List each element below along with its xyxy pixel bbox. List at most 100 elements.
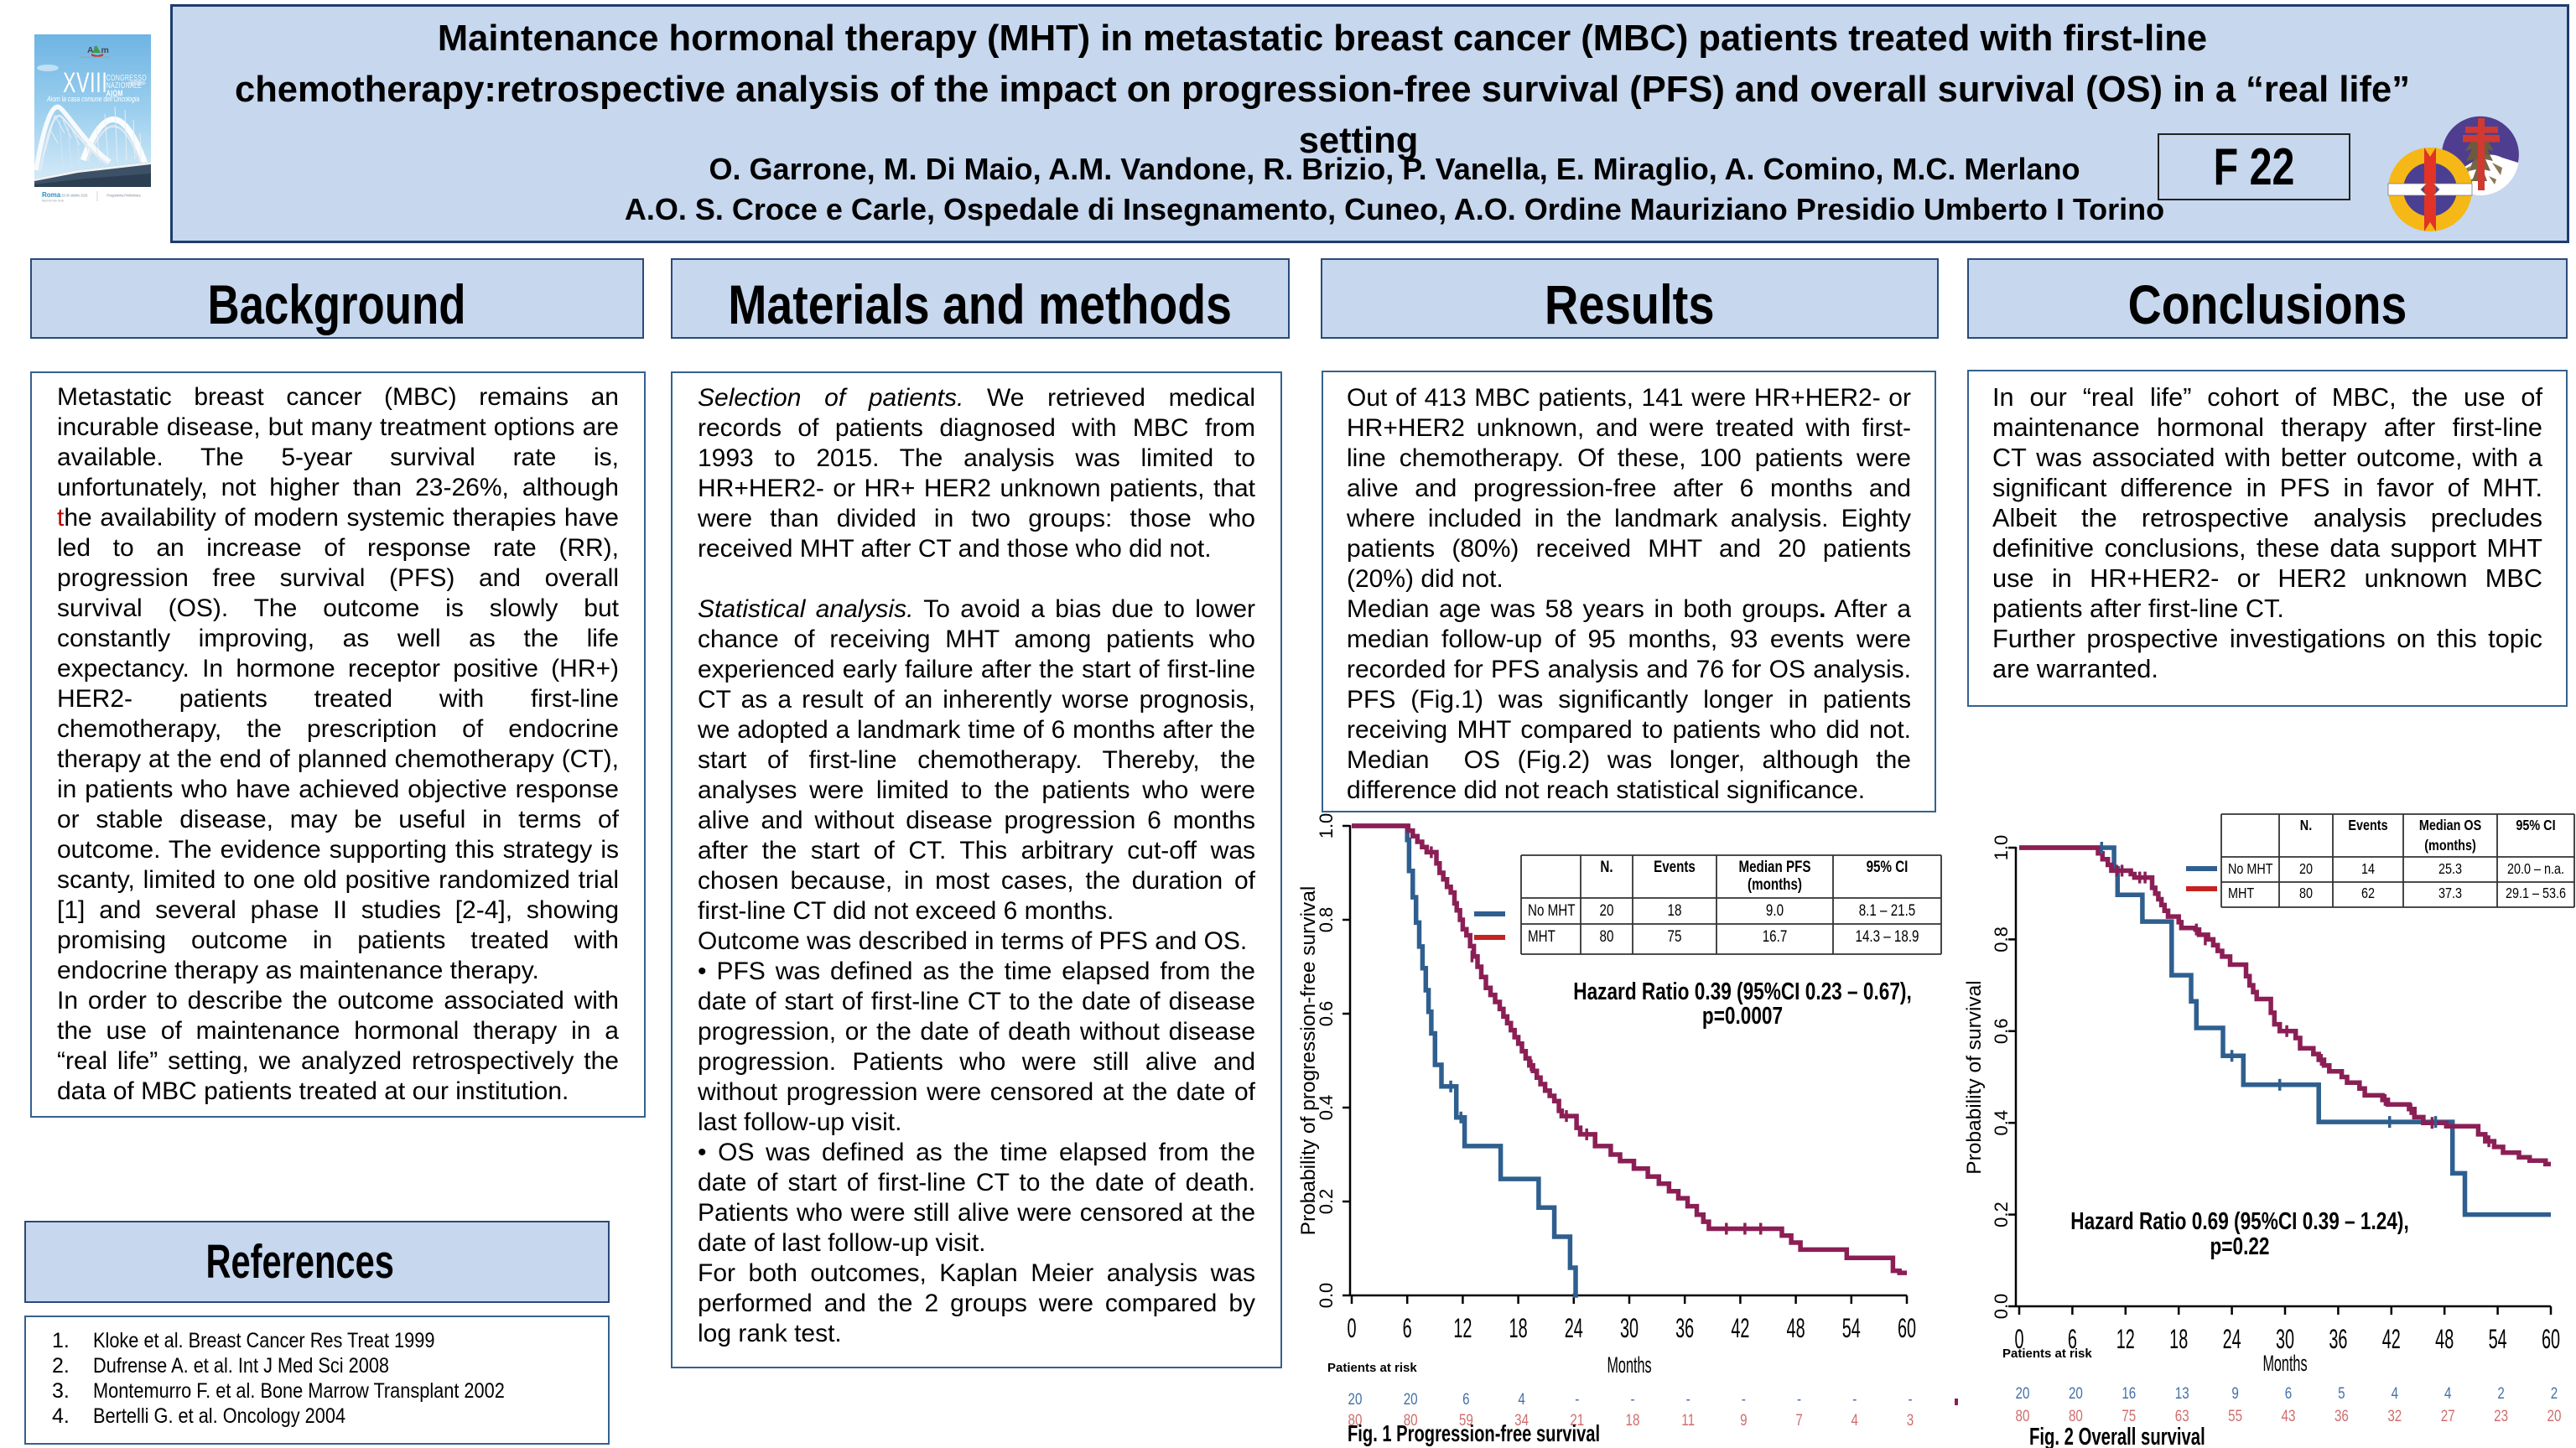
svg-text:-: -	[1630, 1389, 1634, 1408]
svg-text:Probability of survival: Probability of survival	[1963, 980, 1986, 1174]
svg-text:4: 4	[2444, 1383, 2452, 1402]
svg-text:16.7: 16.7	[1763, 926, 1788, 945]
svg-text:54: 54	[2489, 1324, 2507, 1354]
svg-text:(months): (months)	[2424, 838, 2476, 854]
svg-text:-: -	[1742, 1389, 1746, 1408]
svg-text:-: -	[1797, 1389, 1801, 1408]
svg-text:12: 12	[1453, 1313, 1472, 1343]
svg-text:MHT: MHT	[2228, 885, 2254, 902]
svg-text:XVIII: XVIII	[63, 68, 108, 99]
svg-text:Probability of progression-fre: Probability of progression-free survival	[1297, 886, 1320, 1236]
svg-text:95% CI: 95% CI	[2516, 817, 2555, 834]
svg-text:0.6: 0.6	[1991, 1019, 2012, 1045]
svg-text:20: 20	[1404, 1389, 1418, 1408]
svg-text:p=0.0007: p=0.0007	[1702, 1001, 1783, 1029]
svg-text:Programma Preliminare: Programma Preliminare	[106, 193, 141, 198]
svg-text:3: 3	[1907, 1410, 1914, 1429]
svg-text:6: 6	[2285, 1383, 2292, 1402]
svg-text:N.: N.	[2300, 817, 2312, 834]
svg-text:Events: Events	[2348, 817, 2387, 834]
svg-text:14.3 – 18.9: 14.3 – 18.9	[1856, 926, 1919, 945]
svg-text:, 28-30 ottobre 2016: , 28-30 ottobre 2016	[60, 193, 88, 198]
svg-text:Hazard Ratio 0.69 (95%CI 0.39: Hazard Ratio 0.69 (95%CI 0.39 – 1.24),	[2070, 1207, 2408, 1234]
svg-text:Roma: Roma	[42, 191, 61, 199]
svg-text:18: 18	[1668, 900, 1682, 919]
svg-text:21: 21	[1570, 1410, 1584, 1429]
svg-text:Events: Events	[1654, 857, 1696, 875]
svg-text:13: 13	[2175, 1383, 2189, 1402]
svg-text:0.8: 0.8	[1316, 907, 1337, 933]
svg-text:18: 18	[2169, 1324, 2188, 1354]
svg-text:Median PFS: Median PFS	[1738, 857, 1810, 875]
svg-text:-: -	[1852, 1389, 1857, 1408]
svg-text:36: 36	[2329, 1324, 2347, 1354]
svg-text:Months: Months	[2262, 1351, 2307, 1376]
svg-text:8.1 – 21.5: 8.1 – 21.5	[1859, 900, 1916, 919]
svg-text:20: 20	[2016, 1383, 2030, 1402]
svg-text:0: 0	[2014, 1324, 2023, 1354]
svg-text:9: 9	[1740, 1410, 1747, 1429]
svg-text:9.0: 9.0	[1766, 900, 1784, 919]
svg-text:23: 23	[2494, 1406, 2508, 1425]
svg-text:Median OS: Median OS	[2419, 817, 2481, 834]
svg-text:0.0: 0.0	[1316, 1283, 1337, 1309]
svg-text:18: 18	[1626, 1410, 1640, 1429]
svg-text:34: 34	[1514, 1410, 1529, 1429]
svg-text:16: 16	[2122, 1383, 2136, 1402]
svg-text:Fig. 2 Overall survival: Fig. 2 Overall survival	[2029, 1424, 2205, 1448]
svg-text:59: 59	[1459, 1410, 1473, 1429]
svg-text:9: 9	[2231, 1383, 2238, 1402]
svg-text:4: 4	[1852, 1410, 1859, 1429]
svg-text:20: 20	[2299, 861, 2313, 878]
svg-text:No MHT: No MHT	[1528, 900, 1576, 919]
svg-text:0.0: 0.0	[1991, 1294, 2012, 1320]
svg-text:0: 0	[1347, 1313, 1356, 1343]
svg-text:42: 42	[1731, 1313, 1749, 1343]
svg-text:4: 4	[2392, 1383, 2399, 1402]
svg-text:62: 62	[2361, 885, 2375, 902]
svg-text:7: 7	[1795, 1410, 1802, 1429]
svg-text:36: 36	[2334, 1406, 2349, 1425]
svg-text:20.0 – n.a.: 20.0 – n.a.	[2507, 861, 2564, 878]
svg-text:1.0: 1.0	[1991, 835, 2012, 861]
svg-text:6: 6	[1403, 1313, 1412, 1343]
svg-text:55: 55	[2228, 1406, 2242, 1425]
svg-text:Fig. 1 Progression-free surviv: Fig. 1 Progression-free survival	[1348, 1421, 1600, 1447]
svg-text:24: 24	[2223, 1324, 2241, 1354]
svg-text:37.3: 37.3	[2438, 885, 2462, 902]
svg-text:p=0.22: p=0.22	[2210, 1232, 2269, 1259]
svg-text:80: 80	[2069, 1406, 2083, 1425]
svg-text:0.4: 0.4	[1991, 1110, 2012, 1136]
svg-text:80: 80	[2299, 885, 2313, 902]
svg-text:Marriott Park Hotel: Marriott Park Hotel	[42, 199, 65, 202]
svg-text:95% CI: 95% CI	[1867, 857, 1909, 875]
svg-text:25.3: 25.3	[2438, 861, 2462, 878]
svg-text:MHT: MHT	[1528, 926, 1555, 945]
svg-text:0.2: 0.2	[1316, 1189, 1337, 1215]
svg-text:-: -	[1575, 1389, 1579, 1408]
svg-text:75: 75	[2122, 1406, 2136, 1425]
svg-text:2: 2	[2497, 1383, 2504, 1402]
svg-text:80: 80	[1404, 1410, 1418, 1429]
svg-text:63: 63	[2175, 1406, 2189, 1425]
svg-text:6: 6	[2068, 1324, 2077, 1354]
svg-text:(months): (months)	[1748, 875, 1802, 893]
svg-text:20: 20	[1600, 900, 1614, 919]
svg-text:42: 42	[2382, 1324, 2401, 1354]
svg-text:36: 36	[1675, 1313, 1694, 1343]
svg-text:30: 30	[1620, 1313, 1639, 1343]
svg-text:20: 20	[1348, 1389, 1363, 1408]
svg-text:11: 11	[1681, 1410, 1695, 1429]
svg-text:6: 6	[1462, 1389, 1469, 1408]
svg-text:80: 80	[2016, 1406, 2030, 1425]
svg-text:27: 27	[2441, 1406, 2455, 1425]
svg-text:Aiom la casa comune dell’Oncol: Aiom la casa comune dell’Oncologia	[46, 95, 139, 103]
svg-text:14: 14	[2361, 861, 2375, 878]
svg-text:Months: Months	[1607, 1352, 1651, 1378]
svg-text:Ai: Ai	[87, 45, 96, 55]
svg-text:0.2: 0.2	[1991, 1201, 2012, 1227]
svg-text:60: 60	[2542, 1324, 2560, 1354]
svg-text:N.: N.	[1600, 857, 1613, 875]
svg-text:43: 43	[2282, 1406, 2296, 1425]
svg-text:48: 48	[1787, 1313, 1805, 1343]
